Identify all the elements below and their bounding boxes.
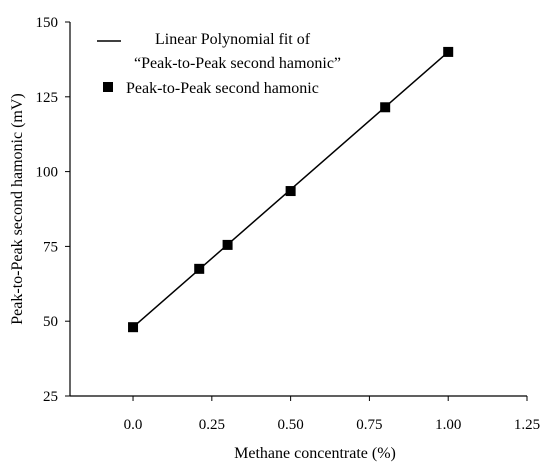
data-point xyxy=(443,46,454,57)
plot-area xyxy=(128,46,454,333)
y-tick-label: 100 xyxy=(36,165,59,181)
axes xyxy=(69,22,527,397)
y-tick-label: 125 xyxy=(36,90,59,106)
x-tick-label: 1.25 xyxy=(514,417,540,433)
data-point xyxy=(285,186,296,197)
y-tick-label: 25 xyxy=(43,389,58,405)
data-point xyxy=(380,102,391,113)
y-axis-title: Peak-to-Peak second hamonic (mV) xyxy=(9,93,26,324)
y-tick-label: 50 xyxy=(43,314,58,330)
legend: Linear Polynomial fit of “Peak-to-Peak s… xyxy=(97,31,341,97)
legend-marker-swatch xyxy=(103,82,113,92)
y-tick-label: 75 xyxy=(43,239,58,255)
x-tick-label: 0.75 xyxy=(356,417,382,433)
x-axis-title: Methane concentrate (%) xyxy=(234,445,396,462)
data-point xyxy=(222,239,233,250)
y-tick-label: 150 xyxy=(36,15,59,31)
legend-fit-label-line2: “Peak-to-Peak second hamonic” xyxy=(134,55,341,72)
x-tick-label: 0.25 xyxy=(199,417,225,433)
data-point xyxy=(128,322,139,333)
x-tick-label: 0.0 xyxy=(124,417,143,433)
ticks: 0.0 0.25 0.50 0.75 1.00 1.25 25 50 75 100 125 150 xyxy=(36,15,541,433)
legend-points-label: Peak-to-Peak second hamonic xyxy=(126,80,319,97)
data-point xyxy=(194,263,205,274)
legend-fit-label-line1: Linear Polynomial fit of xyxy=(155,31,311,48)
x-tick-label: 1.00 xyxy=(435,417,461,433)
x-tick-label: 0.50 xyxy=(277,417,303,433)
